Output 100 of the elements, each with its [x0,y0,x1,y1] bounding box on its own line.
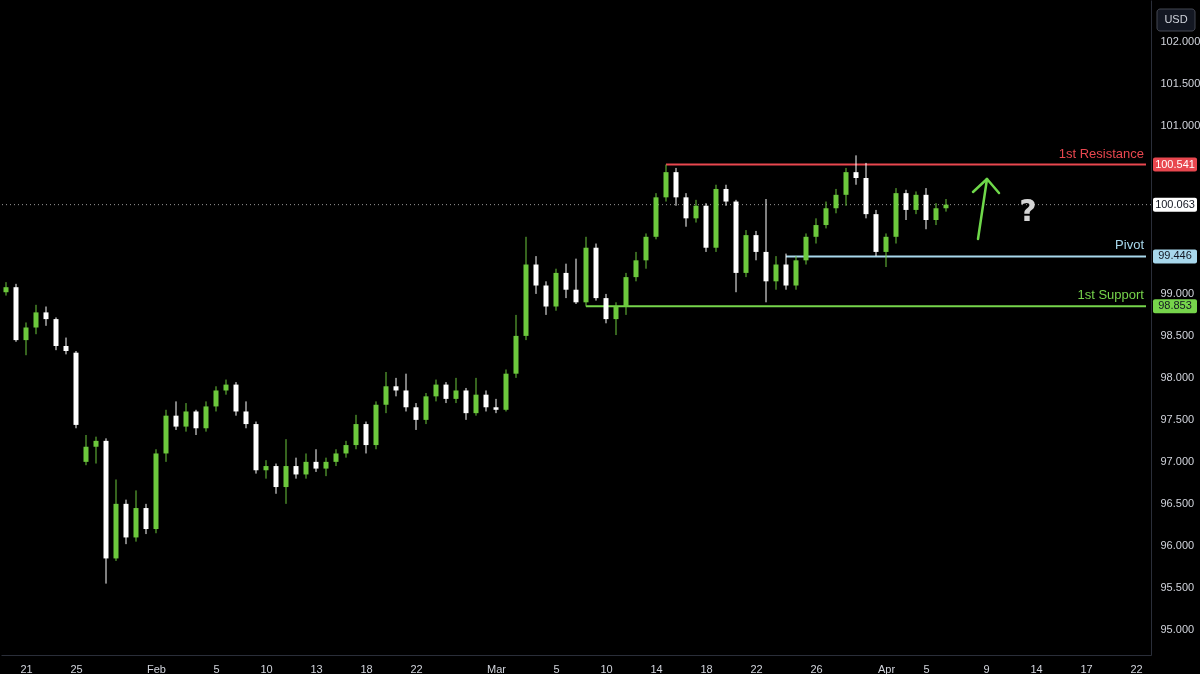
x-tick-label: 10 [260,662,273,675]
candlestick [643,232,649,270]
candlestick [573,258,579,305]
candlestick [183,402,189,433]
y-tick-label: 96.500 [1160,497,1195,510]
y-tick-label: 95.000 [1160,623,1195,636]
candlestick [783,253,789,291]
candlestick [43,306,49,327]
candlestick [283,438,289,505]
candlestick [343,440,349,459]
series-label: 1st Support [1077,287,1145,303]
x-tick-label: 5 [213,662,220,675]
candlestick [363,421,369,454]
x-tick-label: 22 [410,662,423,675]
x-tick-label: 18 [700,662,713,675]
y-tick-label: 101.000 [1160,119,1200,132]
candlestick [753,230,759,261]
candlestick [453,377,459,404]
x-tick-label: 25 [70,662,83,675]
ref-line-label: 100.063 [1155,197,1195,210]
series-label: Pivot [1115,237,1145,253]
x-tick-label: Feb [147,662,166,675]
candlestick [843,167,849,207]
candlestick [63,337,69,355]
candlestick [833,188,839,214]
candlestick [243,400,249,429]
candlestick [563,263,569,299]
candlestick [203,400,209,433]
candlestick [693,199,699,224]
candlestick [353,414,359,450]
candlestick [813,217,819,245]
candlestick [3,281,9,297]
candlestick [83,434,89,466]
y-tick-label: 96.000 [1160,539,1195,552]
candlestick [853,154,859,186]
annotation: ? [1019,193,1037,228]
x-tick-label: 22 [1130,662,1143,675]
candlestick [403,373,409,412]
x-tick-label: 9 [983,662,990,675]
x-tick-label: 14 [1030,662,1043,675]
candlestick [913,190,919,215]
y-tick-label: 102.000 [1160,35,1200,48]
x-tick-label: 17 [1080,662,1093,675]
candlestick [443,381,449,404]
x-tick-label: 5 [553,662,560,675]
x-tick-label: 10 [600,662,613,675]
candlestick [433,379,439,402]
x-tick-label: 14 [650,662,663,675]
candlestick [633,251,639,282]
x-tick-label: Apr [877,662,896,675]
candlestick [473,377,479,417]
candlestick [423,392,429,425]
candlestick [213,385,219,412]
candlestick [263,459,269,480]
candlestick [883,232,889,268]
candlestick [493,398,499,414]
candlestick [323,457,329,477]
data-label: 99.446 [1158,249,1192,262]
y-tick-label: 99.000 [1160,287,1195,300]
data-label: 100.541 [1155,157,1195,170]
x-tick-label: 22 [750,662,763,675]
candlestick [613,301,619,336]
x-tick-label: 26 [810,662,823,675]
candlestick [543,280,549,316]
candlestick [723,184,729,207]
y-tick-label: 98.000 [1160,371,1195,384]
candlestick [483,389,489,412]
data-label: 98.853 [1158,299,1192,312]
candlestick [393,377,399,397]
series-label: 1st Resistance [1058,145,1144,161]
x-tick-label: 18 [360,662,373,675]
y-axis-title: USD [1164,13,1188,25]
y-tick-label: 98.500 [1160,329,1195,342]
candlestick [333,448,339,467]
y-tick-label: 101.500 [1160,77,1200,90]
x-tick-label: 13 [310,662,323,675]
x-tick-label: 21 [20,662,33,675]
candlestick [383,371,389,414]
candlestick [143,503,149,535]
x-tick-label: 5 [923,662,930,675]
candlestick [173,400,179,431]
candlestick [93,436,99,465]
candlestick [823,201,829,229]
candlestick [533,255,539,295]
x-tick-label: Mar [487,662,507,675]
y-tick-label: 97.000 [1160,455,1195,468]
y-tick-label: 95.500 [1160,581,1195,594]
candlestick [413,402,419,431]
candlestick [293,457,299,480]
candlestick [903,189,909,221]
candlestick [33,304,39,335]
candlestick [603,293,609,324]
candlestick [803,232,809,266]
candlestick [773,255,779,291]
candlestick [303,452,309,480]
candlestick [313,448,319,473]
candlestick [193,409,199,436]
candlestick [463,387,469,421]
candlestick [273,463,279,495]
candlestick [933,202,939,226]
